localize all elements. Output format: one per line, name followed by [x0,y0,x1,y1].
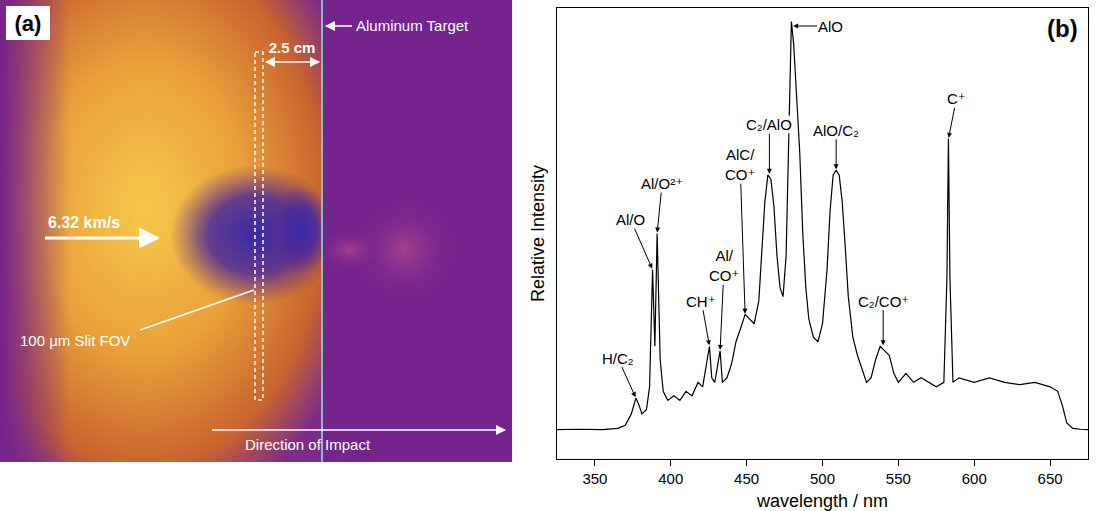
svg-text:400: 400 [658,470,683,487]
svg-text:(a): (a) [15,11,42,36]
svg-text:CH⁺: CH⁺ [686,293,716,310]
svg-text:C₂/AlO: C₂/AlO [746,116,792,133]
svg-text:H/C₂: H/C₂ [602,350,634,367]
svg-text:350: 350 [582,470,607,487]
svg-text:Al/CO⁺: Al/CO⁺ [709,247,739,284]
svg-text:Relative Intensity: Relative Intensity [528,165,548,302]
svg-text:C⁺: C⁺ [947,90,966,107]
svg-text:C₂/CO⁺: C₂/CO⁺ [858,293,909,310]
svg-text:(b): (b) [1047,15,1078,42]
svg-text:6.32 km/s: 6.32 km/s [48,214,120,231]
svg-text:Aluminum Target: Aluminum Target [356,17,469,34]
svg-text:550: 550 [886,470,911,487]
svg-text:450: 450 [734,470,759,487]
svg-text:Al/O: Al/O [616,211,645,228]
svg-text:wavelength / nm: wavelength / nm [756,491,888,511]
svg-text:AlO: AlO [818,18,843,35]
svg-text:100 μm Slit FOV: 100 μm Slit FOV [20,332,130,349]
svg-text:AlO/C₂: AlO/C₂ [813,122,859,139]
svg-text:500: 500 [810,470,835,487]
svg-text:AlC/CO⁺: AlC/CO⁺ [725,146,755,183]
svg-text:650: 650 [1038,470,1063,487]
svg-text:Al/O²⁺: Al/O²⁺ [641,175,683,192]
svg-text:Direction of Impact: Direction of Impact [245,436,371,453]
svg-text:2.5 cm: 2.5 cm [269,39,316,56]
svg-text:600: 600 [962,470,987,487]
